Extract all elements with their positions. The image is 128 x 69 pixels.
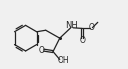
Text: NH: NH (65, 21, 78, 30)
Text: O: O (79, 36, 85, 45)
Text: O: O (89, 23, 95, 32)
Text: O: O (39, 46, 44, 55)
Text: OH: OH (58, 56, 70, 65)
